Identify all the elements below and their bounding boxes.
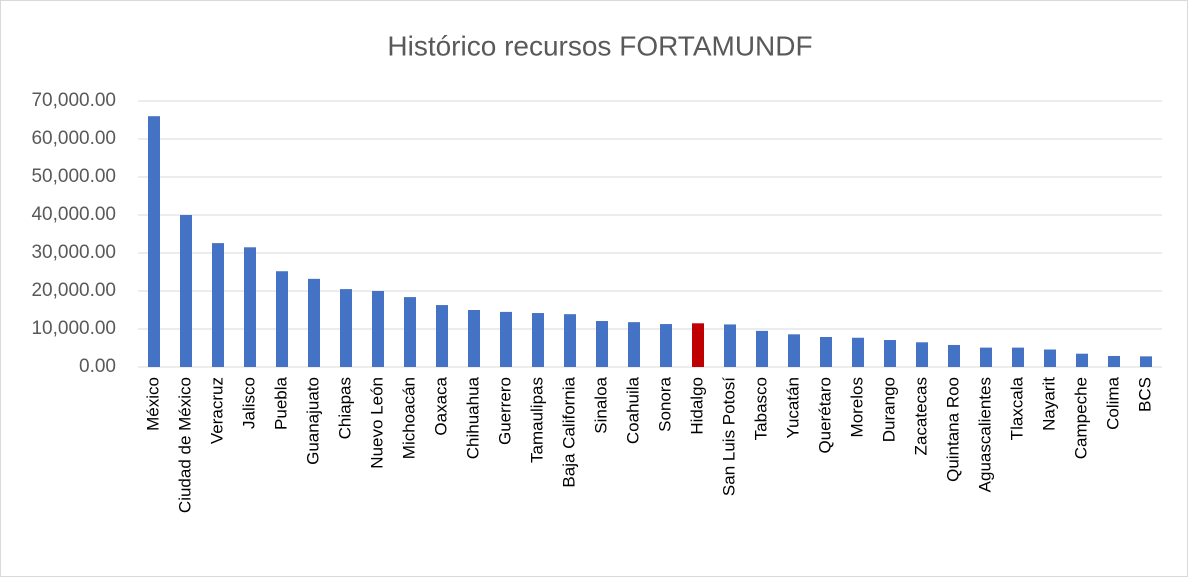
bar	[1044, 349, 1056, 367]
x-tick-label: Tabasco	[751, 377, 770, 440]
x-tick-label: Coahuila	[623, 376, 642, 444]
bar	[692, 323, 704, 367]
bar	[1076, 353, 1088, 367]
bar	[1012, 347, 1024, 367]
bar	[340, 289, 352, 367]
x-tick-label: Puebla	[271, 376, 290, 429]
x-tick-label: Nuevo León	[367, 377, 386, 469]
bar	[308, 278, 320, 367]
bar	[916, 342, 928, 367]
bar	[436, 305, 448, 367]
bar	[564, 314, 576, 367]
bar	[404, 297, 416, 367]
bar	[884, 340, 896, 367]
bar	[212, 243, 224, 367]
y-tick-label: 60,000.00	[31, 128, 116, 149]
bar	[756, 330, 768, 367]
x-tick-label: Yucatán	[783, 377, 802, 438]
x-tick-label: Veracruz	[207, 377, 226, 444]
bar	[276, 271, 288, 367]
x-tick-label: Sinaloa	[591, 376, 610, 433]
bar	[372, 291, 384, 367]
bar	[1108, 355, 1120, 367]
bar	[948, 344, 960, 367]
bar	[532, 313, 544, 367]
bar	[468, 310, 480, 367]
x-tick-label: Morelos	[847, 377, 866, 437]
x-tick-label: San Luis Potosí	[719, 377, 738, 496]
x-tick-label: México	[143, 377, 162, 431]
bar	[1140, 356, 1152, 367]
y-tick-label: 10,000.00	[31, 318, 116, 339]
chart-title: Histórico recursos FORTAMUNDF	[387, 30, 812, 61]
bar	[660, 324, 672, 367]
y-tick-label: 0.00	[79, 356, 116, 377]
x-tick-label: Tlaxcala	[1007, 376, 1026, 440]
x-tick-label: Oaxaca	[431, 376, 450, 435]
x-tick-label: Tamaulipas	[527, 377, 546, 463]
x-tick-label: Chihuahua	[463, 376, 482, 459]
y-tick-label: 40,000.00	[31, 204, 116, 225]
x-tick-label: Nayarit	[1039, 377, 1058, 431]
x-tick-label: Michoacán	[399, 377, 418, 459]
x-tick-label: BCS	[1135, 377, 1154, 412]
x-tick-label: Jalisco	[239, 377, 258, 429]
bar	[148, 116, 160, 367]
x-tick-label: Baja California	[559, 376, 578, 487]
bar	[180, 215, 192, 367]
x-tick-label: Durango	[879, 377, 898, 442]
y-tick-label: 20,000.00	[31, 280, 116, 301]
y-tick-label: 70,000.00	[31, 90, 116, 111]
x-tick-label: Aguascalientes	[975, 377, 994, 492]
bar	[500, 311, 512, 367]
x-tick-label: Quintana Roo	[943, 377, 962, 482]
x-tick-label: Zacatecas	[911, 377, 930, 455]
x-tick-label: Querétaro	[815, 377, 834, 454]
bar	[820, 336, 832, 367]
x-tick-label: Ciudad de México	[175, 377, 194, 513]
x-tick-label: Campeche	[1071, 377, 1090, 459]
x-tick-label: Guanajuato	[303, 377, 322, 465]
bar	[724, 324, 736, 367]
bar	[788, 334, 800, 367]
bar	[244, 247, 256, 367]
x-tick-label: Chiapas	[335, 377, 354, 439]
y-tick-label: 50,000.00	[31, 166, 116, 187]
bar	[596, 321, 608, 367]
x-tick-label: Colima	[1103, 376, 1122, 429]
x-tick-label: Sonora	[655, 376, 674, 431]
x-tick-label: Hidalgo	[687, 377, 706, 435]
bar	[628, 322, 640, 367]
bar	[980, 347, 992, 367]
x-tick-label: Guerrero	[495, 377, 514, 445]
y-tick-label: 30,000.00	[31, 242, 116, 263]
bar	[852, 337, 864, 367]
